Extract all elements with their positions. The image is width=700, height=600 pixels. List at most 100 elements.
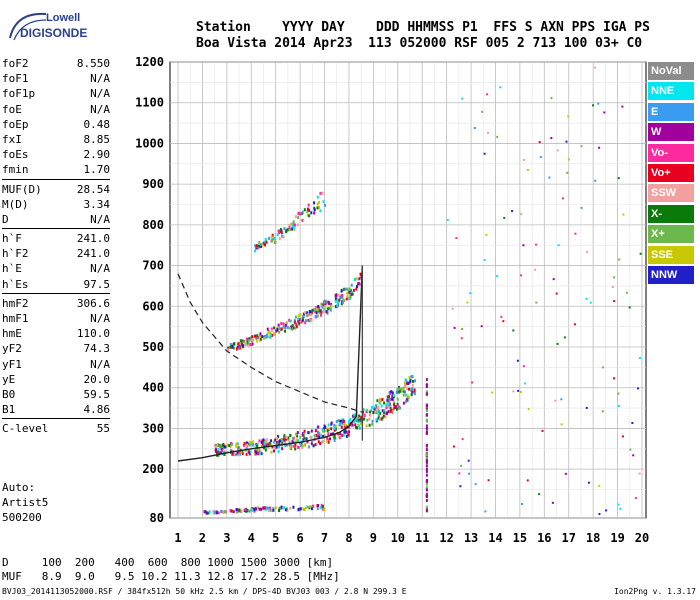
echo-point [347, 433, 350, 437]
echo-point [233, 346, 236, 350]
echo-point [239, 339, 242, 343]
noise-point [567, 158, 570, 161]
echo-point [251, 440, 254, 444]
echo-point [251, 443, 254, 447]
echo-point [320, 302, 323, 306]
echo-point [378, 398, 381, 402]
echo-point [375, 418, 378, 422]
echo-point [316, 206, 319, 210]
echo-point [292, 220, 295, 224]
param-value: 241.0 [76, 232, 110, 246]
echo-point [277, 435, 280, 439]
echo-point [259, 337, 262, 341]
echo-point [290, 325, 293, 329]
echo-point [303, 433, 306, 437]
x-tick-label: 1 [174, 531, 181, 545]
echo-point [387, 395, 390, 399]
echo-point [407, 382, 410, 386]
echo-point [340, 302, 343, 306]
echo-point [326, 311, 329, 315]
echo-point [322, 439, 325, 443]
echo-point [276, 327, 279, 331]
echo-point [264, 448, 267, 452]
echo-point [366, 408, 369, 412]
y-tick-label: 1000 [135, 136, 164, 150]
echo-point [293, 318, 296, 322]
echo-point [284, 326, 287, 330]
echo-point [354, 417, 357, 421]
noise-point [500, 315, 503, 318]
echo-point [403, 384, 406, 388]
echo-point [230, 509, 233, 513]
echo-point [259, 452, 262, 456]
echo-point [323, 426, 326, 430]
echo-point [271, 445, 274, 449]
noise-point [527, 408, 530, 411]
noise-point [516, 359, 519, 362]
echo-point [300, 443, 303, 447]
echo-point [208, 510, 211, 514]
muf-curve [177, 273, 363, 413]
echo-point [391, 411, 394, 415]
echo-point [238, 346, 241, 350]
echo-point [316, 195, 319, 199]
noise-point [621, 435, 624, 438]
echo-point [388, 391, 391, 395]
echo-point [265, 240, 268, 244]
noise-point [613, 276, 616, 279]
x-tick-label: 10 [391, 531, 405, 545]
echo-point [340, 425, 343, 429]
echo-point [405, 400, 408, 404]
noise-point [619, 507, 622, 510]
echo-point [222, 444, 225, 448]
param-name: h`E [2, 262, 22, 276]
echo-point [310, 211, 313, 215]
noise-point [601, 366, 604, 369]
echo-point [246, 508, 249, 512]
param-name: foEp [2, 117, 29, 131]
echo-point [348, 430, 351, 434]
echo-point [235, 510, 238, 514]
echo-point [358, 277, 361, 281]
echo-point [297, 216, 300, 220]
echo-point [271, 333, 274, 337]
echo-point [231, 345, 234, 349]
noise-point [625, 291, 628, 294]
echo-point [277, 323, 280, 327]
interference-point [425, 413, 428, 417]
legend-item: Vo+ [648, 163, 694, 182]
echo-point [278, 508, 281, 512]
echo-point [235, 347, 238, 351]
echo-point [333, 423, 336, 427]
echo-point [286, 228, 289, 232]
echo-point [317, 304, 320, 308]
noise-point [503, 216, 506, 219]
echo-point [246, 443, 249, 447]
legend-item: SSW [648, 184, 694, 203]
echo-point [246, 441, 249, 445]
echo-point [358, 426, 361, 430]
echo-point [381, 398, 384, 402]
echo-point [319, 442, 322, 446]
echo-point [309, 505, 312, 509]
echo-point [327, 440, 330, 444]
echo-point [291, 327, 294, 331]
echo-point [306, 313, 309, 317]
echo-point [291, 324, 294, 328]
echo-point [313, 201, 316, 205]
noise-point [587, 481, 590, 484]
echo-point [358, 414, 361, 418]
echo-point [348, 290, 351, 294]
echo-point [336, 301, 339, 305]
param-value: N/A [90, 212, 110, 226]
echo-point [291, 224, 294, 228]
echo-point [265, 442, 268, 446]
echo-point [255, 337, 258, 341]
legend-item: E [648, 102, 694, 121]
echo-point [217, 511, 220, 515]
echo-point [370, 405, 373, 409]
echo-point [402, 389, 405, 393]
logo-line1: Lowell [46, 12, 81, 24]
echo-point [334, 427, 337, 431]
echo-point [284, 323, 287, 327]
